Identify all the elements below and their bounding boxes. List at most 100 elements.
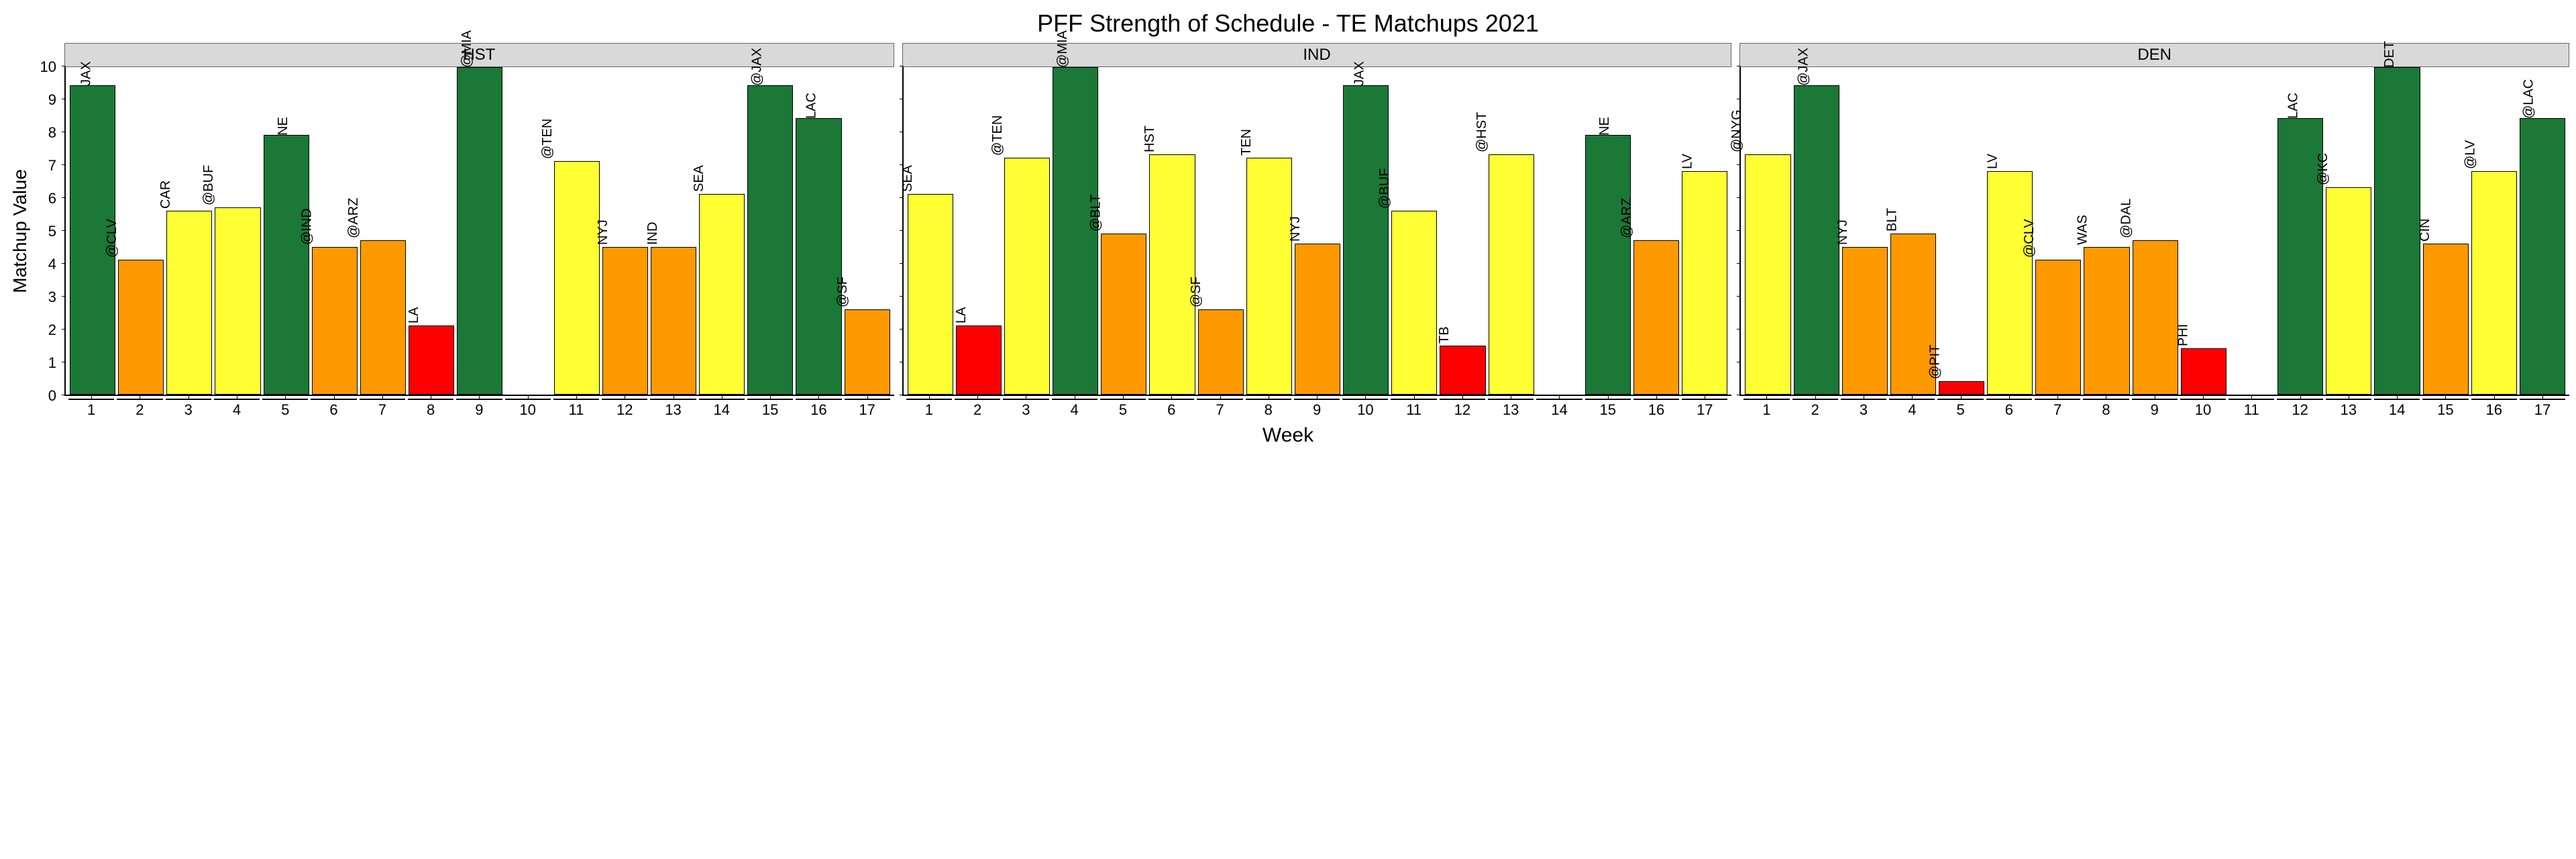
bar-slot: @KC [2326, 67, 2371, 395]
x-tick-label: 9 [2132, 399, 2178, 419]
facet-den: DEN@NYG@JAXNYJBLT@PITLV@CLVWAS@DALPHILAC… [1739, 43, 2569, 419]
bar-slot: @BUF [215, 67, 260, 395]
bar-label: NYJ [1835, 218, 1851, 246]
chart-container: PFF Strength of Schedule - TE Matchups 2… [7, 7, 2569, 447]
bar-label: LA [954, 306, 969, 325]
x-tick-label: 13 [2326, 399, 2371, 419]
bar-label: @NYG [1730, 109, 1746, 154]
x-tick-label: 1 [68, 399, 114, 419]
x-tick-label: 13 [1488, 399, 1534, 419]
bar: WAS [2084, 247, 2129, 395]
facet-hst: HSTJAX@CLVCAR@BUFNE@IND@ARZLA@MIA@TENNYJ… [64, 43, 894, 419]
bar-slot: TEN [1246, 67, 1292, 395]
bar-label: CIN [2417, 217, 2432, 242]
x-tick-label: 17 [1682, 399, 1727, 419]
bar: NYJ [1842, 247, 1888, 395]
facet-strip: HST [64, 43, 894, 67]
bar-slot: @SF [845, 67, 890, 395]
bar-label: NE [1597, 115, 1613, 137]
bar-label: @ARZ [346, 196, 362, 239]
x-tick-label: 7 [360, 399, 405, 419]
x-tick-label: 4 [214, 399, 260, 419]
plot-area: JAX@CLVCAR@BUFNE@IND@ARZLA@MIA@TENNYJIND… [64, 67, 894, 396]
y-axis-region: Matchup Value 109876543210 [7, 43, 60, 419]
x-tick-label: 8 [2083, 399, 2129, 419]
bar: @IND [312, 247, 358, 395]
x-tick-label: 15 [747, 399, 793, 419]
x-tick-label: 16 [2471, 399, 2517, 419]
y-tick-mark [62, 230, 66, 231]
bar-label: @PIT [1927, 344, 1943, 381]
bar-slot: PHI [2181, 67, 2226, 395]
bar-slot: @TEN [554, 67, 600, 395]
bar-label: LAC [2286, 92, 2302, 121]
bar-slot: @JAX [1794, 67, 1839, 395]
x-tick-label: 5 [1937, 399, 1983, 419]
bar: @BLT [1101, 234, 1146, 395]
bar-slot: DET [2374, 67, 2420, 395]
bar-label: @MIA [460, 29, 475, 69]
x-ticks: 1234567891011121314151617 [902, 396, 1732, 419]
x-ticks: 1234567891011121314151617 [1739, 396, 2569, 419]
bar-slot: @BLT [1101, 67, 1146, 395]
x-tick-label: 12 [602, 399, 647, 419]
facet-strip: IND [902, 43, 1732, 67]
plot-area: SEALA@TEN@MIA@BLTHST@SFTENNYJJAX@BUFTB@H… [902, 67, 1732, 396]
bar: LA [409, 325, 454, 395]
bar-label: @LAC [2521, 78, 2536, 120]
bar-label: SEA [692, 164, 707, 193]
bar-label: @IND [299, 207, 315, 246]
bar: @LAC [2520, 118, 2565, 395]
bar: @KC [2326, 187, 2371, 395]
plot-area: @NYG@JAXNYJBLT@PITLV@CLVWAS@DALPHILAC@KC… [1739, 67, 2569, 396]
bar: NE [1585, 135, 1631, 395]
y-tick-mark [62, 197, 66, 198]
x-tick-label: 16 [796, 399, 841, 419]
bar: IND [651, 247, 696, 395]
bar: @SF [1198, 309, 1244, 395]
bar: @LV [2471, 171, 2517, 395]
y-tick-mark [1737, 230, 1741, 231]
x-tick-label: 15 [1585, 399, 1631, 419]
x-tick-label: 2 [955, 399, 1000, 419]
bar-slot: SEA [699, 67, 745, 395]
x-tick-label: 9 [456, 399, 502, 419]
bar: @TEN [554, 161, 600, 395]
x-tick-label: 10 [2180, 399, 2226, 419]
bar: @ARZ [1633, 240, 1679, 395]
bar-label: LV [1680, 152, 1696, 170]
x-tick-label: 11 [553, 399, 599, 419]
x-tick-label: 10 [1342, 399, 1388, 419]
bar: LV [1987, 171, 2033, 395]
x-tick-label: 2 [117, 399, 162, 419]
x-tick-label: 3 [166, 399, 211, 419]
bar-slot: @PIT [1939, 67, 1984, 395]
x-tick-label: 6 [1148, 399, 1194, 419]
bar: @JAX [1794, 85, 1839, 395]
x-ticks: 1234567891011121314151617 [64, 396, 894, 419]
x-tick-label: 1 [906, 399, 952, 419]
bar-slot: CIN [2423, 67, 2469, 395]
bar-slot: @JAX [747, 67, 793, 395]
bar: @ARZ [360, 240, 406, 395]
y-tick-mark [1737, 329, 1741, 330]
bar-label: DET [2382, 40, 2398, 69]
bar-label: HST [1142, 124, 1158, 154]
bar-label: @ARZ [1619, 196, 1635, 239]
facets-host: HSTJAX@CLVCAR@BUFNE@IND@ARZLA@MIA@TENNYJ… [64, 43, 2569, 419]
bar-label: @HST [1474, 111, 1489, 154]
y-axis-title: Matchup Value [7, 169, 34, 293]
bar: @PIT [1939, 381, 1984, 395]
bar-label: NYJ [596, 218, 611, 246]
bar: @CLV [118, 260, 164, 395]
bar-label: TB [1438, 325, 1453, 345]
x-tick-label: 3 [1003, 399, 1049, 419]
bar-slot: @ARZ [360, 67, 406, 395]
facets-row: Matchup Value 109876543210 HSTJAX@CLVCAR… [7, 43, 2569, 419]
x-tick-label: 14 [2374, 399, 2420, 419]
bar-label: @JAX [750, 46, 765, 87]
bar: LAC [796, 118, 841, 395]
bar-slot: @CLV [118, 67, 164, 395]
bar-label: NYJ [1288, 215, 1303, 243]
bar-label: @BUF [201, 163, 216, 206]
